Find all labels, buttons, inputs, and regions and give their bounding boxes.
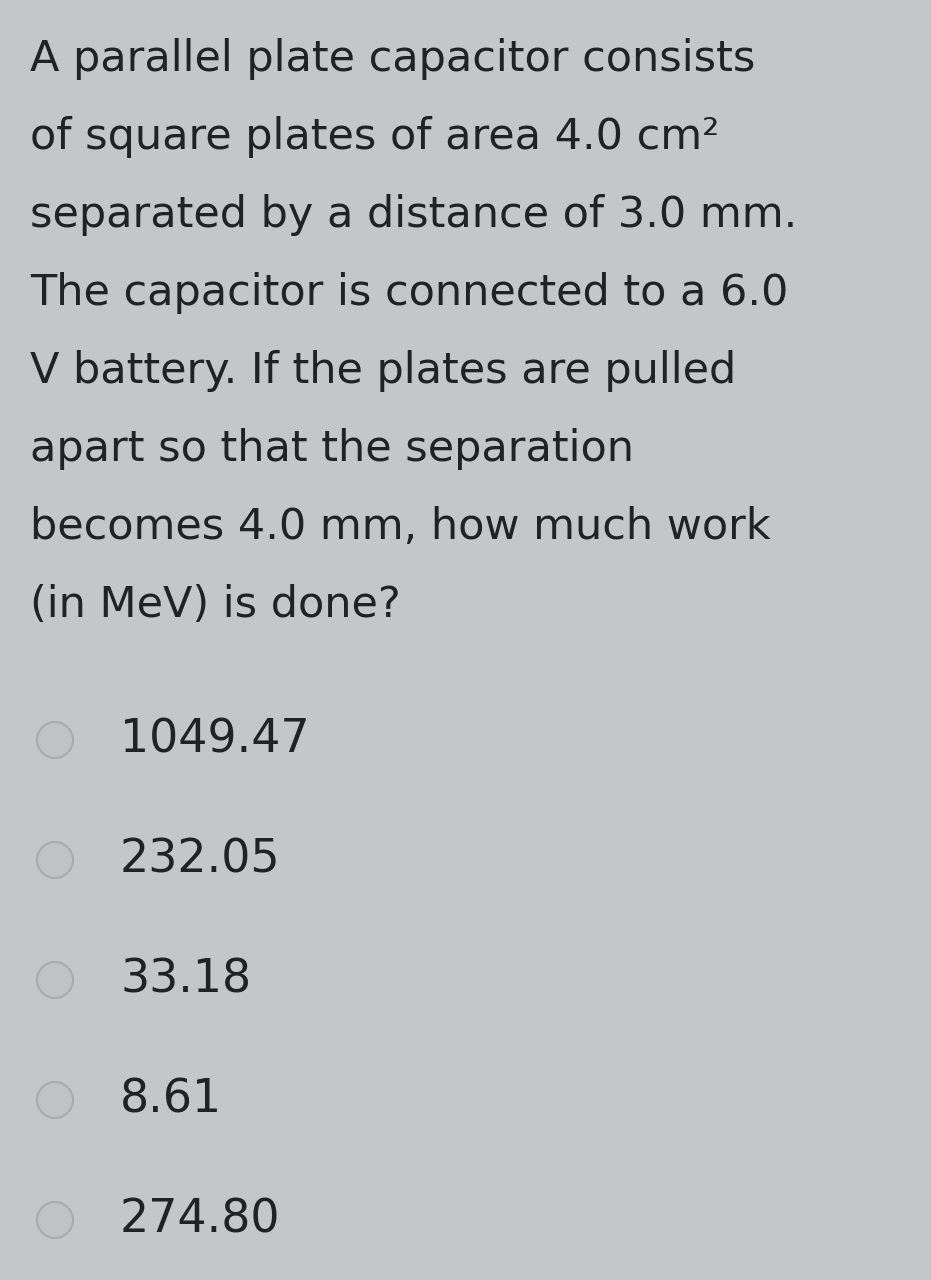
Circle shape bbox=[37, 1082, 73, 1117]
Text: separated by a distance of 3.0 mm.: separated by a distance of 3.0 mm. bbox=[30, 195, 797, 236]
Circle shape bbox=[37, 963, 73, 998]
Text: apart so that the separation: apart so that the separation bbox=[30, 428, 634, 470]
Text: of square plates of area 4.0 cm²: of square plates of area 4.0 cm² bbox=[30, 116, 720, 157]
Circle shape bbox=[37, 722, 73, 758]
Text: 33.18: 33.18 bbox=[120, 957, 251, 1002]
Circle shape bbox=[37, 1202, 73, 1238]
Text: The capacitor is connected to a 6.0: The capacitor is connected to a 6.0 bbox=[30, 271, 789, 314]
Text: 274.80: 274.80 bbox=[120, 1198, 280, 1243]
Text: V battery. If the plates are pulled: V battery. If the plates are pulled bbox=[30, 349, 736, 392]
Text: A parallel plate capacitor consists: A parallel plate capacitor consists bbox=[30, 38, 755, 79]
Text: 8.61: 8.61 bbox=[120, 1078, 223, 1123]
Text: 232.05: 232.05 bbox=[120, 837, 280, 882]
Text: (in MeV) is done?: (in MeV) is done? bbox=[30, 584, 400, 626]
Circle shape bbox=[37, 842, 73, 878]
Text: becomes 4.0 mm, how much work: becomes 4.0 mm, how much work bbox=[30, 506, 771, 548]
Text: 1049.47: 1049.47 bbox=[120, 718, 310, 763]
